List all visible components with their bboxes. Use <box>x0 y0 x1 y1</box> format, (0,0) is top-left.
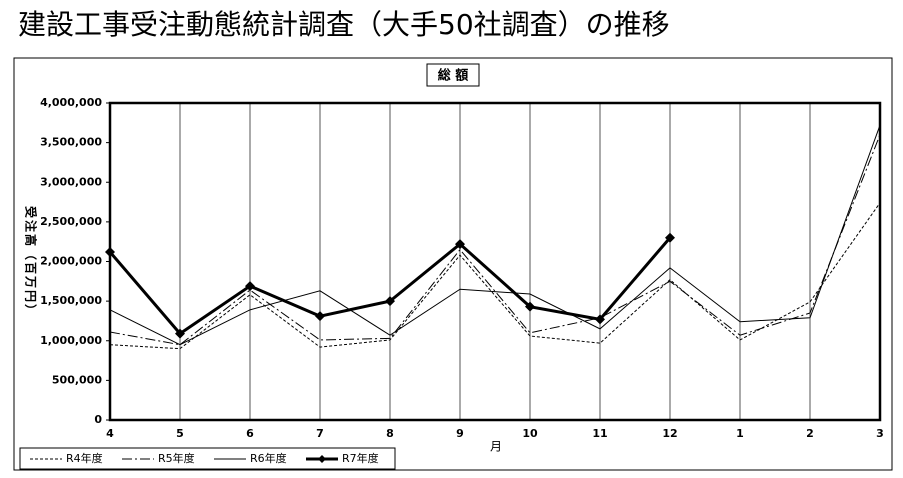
legend-box <box>19 447 396 470</box>
y-tick-label: 1,000,000 <box>40 334 102 347</box>
x-axis-label: 月 <box>490 440 502 454</box>
data-point <box>525 301 535 312</box>
y-tick-label: 0 <box>94 413 102 426</box>
data-point <box>105 246 115 257</box>
legend-label: R5年度 <box>158 451 195 465</box>
series-line <box>109 125 881 346</box>
legend-label: R6年度 <box>250 451 287 465</box>
page-title: 建設工事受注動態統計調査（大手50社調査）の推移 <box>18 8 670 41</box>
legend-label: R7年度 <box>342 451 379 465</box>
series-line <box>109 134 881 346</box>
x-tick-label: 1 <box>736 427 744 440</box>
data-point <box>455 239 465 250</box>
y-tick-label: 2,000,000 <box>40 255 102 268</box>
x-tick-label: 4 <box>106 427 114 440</box>
legend-label: R4年度 <box>66 451 103 465</box>
data-point <box>245 281 255 292</box>
legend-marker <box>318 455 326 463</box>
y-tick-label: 3,000,000 <box>40 175 102 188</box>
chart-title: 総 額 <box>438 68 469 84</box>
x-tick-label: 2 <box>806 427 814 440</box>
y-tick-label: 2,500,000 <box>40 215 102 228</box>
x-tick-label: 11 <box>592 427 607 440</box>
y-tick-label: 500,000 <box>52 373 102 386</box>
data-point <box>665 232 675 243</box>
plot-area <box>108 101 882 422</box>
y-tick-label: 4,000,000 <box>40 96 102 109</box>
chart-title-box <box>426 63 480 87</box>
x-tick-label: 12 <box>662 427 677 440</box>
y-tick-label: 3,500,000 <box>40 136 102 149</box>
y-tick-label: 1,500,000 <box>40 294 102 307</box>
chart-frame <box>13 57 893 471</box>
x-tick-label: 3 <box>876 427 884 440</box>
y-axis-label: 受注高（百万円） <box>24 206 39 318</box>
data-point <box>315 311 325 322</box>
x-tick-label: 5 <box>176 427 184 440</box>
data-point <box>175 328 185 339</box>
data-point <box>595 314 605 325</box>
x-tick-label: 6 <box>246 427 254 440</box>
x-tick-label: 9 <box>456 427 464 440</box>
x-tick-label: 7 <box>316 427 324 440</box>
data-point <box>385 296 395 307</box>
x-tick-label: 8 <box>386 427 394 440</box>
x-tick-label: 10 <box>522 427 538 440</box>
